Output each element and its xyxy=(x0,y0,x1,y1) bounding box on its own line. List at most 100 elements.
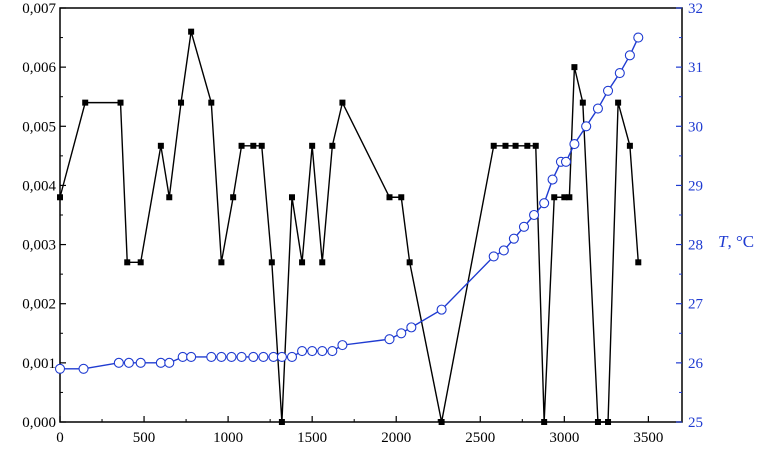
data-point xyxy=(551,194,558,201)
data-point xyxy=(238,142,245,149)
data-point xyxy=(186,351,197,362)
bottom-tick-label: 1000 xyxy=(213,430,243,446)
data-point xyxy=(82,99,89,106)
data-point xyxy=(566,194,573,201)
data-point xyxy=(317,345,328,357)
data-point xyxy=(488,251,499,262)
data-point xyxy=(276,351,287,362)
data-point xyxy=(218,259,225,266)
data-point xyxy=(57,194,63,201)
data-point xyxy=(539,198,550,209)
data-point xyxy=(436,304,447,315)
left-tick-label: 0,007 xyxy=(22,1,56,17)
data-point xyxy=(258,351,269,362)
data-point xyxy=(216,351,227,362)
right-tick-label: 27 xyxy=(688,297,704,313)
data-point xyxy=(547,174,558,185)
data-point xyxy=(490,142,497,149)
data-point xyxy=(208,99,215,106)
series-line xyxy=(60,37,639,370)
data-point xyxy=(250,142,257,149)
data-point xyxy=(268,351,279,362)
data-point xyxy=(524,142,531,149)
data-point xyxy=(605,419,612,425)
data-point xyxy=(123,357,134,368)
right-axis-title-unit: , °C xyxy=(727,232,754,251)
data-point xyxy=(529,209,540,221)
data-point xyxy=(288,194,295,201)
right-tick-label: 28 xyxy=(688,238,703,254)
data-point xyxy=(155,357,166,368)
data-point xyxy=(178,99,185,106)
data-point xyxy=(592,103,603,114)
data-point xyxy=(188,28,195,35)
data-point xyxy=(512,142,519,149)
bottom-tick-label: 3000 xyxy=(549,430,579,446)
data-point xyxy=(398,194,405,201)
data-point xyxy=(337,340,348,351)
data-point xyxy=(614,68,625,79)
right-tick-label: 26 xyxy=(688,356,704,372)
right-axis-tick-labels: 25 26 27 28 29 30 31 32 xyxy=(688,1,704,431)
data-point xyxy=(386,194,393,201)
data-point xyxy=(406,259,413,266)
data-point xyxy=(278,419,285,425)
data-point xyxy=(135,357,146,368)
data-point xyxy=(532,142,539,149)
data-point xyxy=(438,419,445,425)
data-point xyxy=(339,99,346,106)
data-point xyxy=(54,363,66,374)
right-axis-title-symbol: T xyxy=(718,232,729,251)
bottom-tick-label: 3500 xyxy=(633,430,663,446)
data-point xyxy=(633,32,644,43)
data-point xyxy=(624,50,635,61)
data-point xyxy=(164,357,175,368)
right-tick-label: 31 xyxy=(688,60,703,76)
data-point xyxy=(518,221,530,232)
data-point xyxy=(384,334,395,345)
data-point xyxy=(117,99,124,106)
data-point xyxy=(226,351,237,362)
data-point xyxy=(560,156,572,167)
data-point xyxy=(286,351,298,362)
left-tick-label: 0,002 xyxy=(22,297,56,313)
data-point xyxy=(124,259,131,266)
data-point xyxy=(571,64,578,71)
data-point xyxy=(157,142,164,149)
data-point xyxy=(594,419,601,425)
data-point xyxy=(258,142,265,149)
right-axis-title: T, °C xyxy=(718,232,754,251)
left-tick-label: 0,005 xyxy=(22,119,56,135)
data-point xyxy=(498,245,509,256)
left-tick-label: 0,004 xyxy=(22,178,56,194)
data-point xyxy=(309,142,316,149)
data-point xyxy=(406,322,417,333)
right-tick-label: 25 xyxy=(688,415,703,431)
data-point xyxy=(299,259,306,266)
data-point xyxy=(329,142,336,149)
data-point xyxy=(635,259,642,266)
left-tick-label: 0,001 xyxy=(22,356,56,372)
left-tick-label: 0,003 xyxy=(22,238,56,254)
data-point xyxy=(541,419,548,425)
right-tick-label: 30 xyxy=(688,119,703,135)
data-point xyxy=(297,345,308,357)
data-point xyxy=(502,142,509,149)
bottom-tick-label: 500 xyxy=(133,430,156,446)
data-point xyxy=(137,259,144,266)
series-layer xyxy=(54,28,644,425)
right-tick-label: 29 xyxy=(688,178,703,194)
bottom-tick-label: 2000 xyxy=(381,430,411,446)
data-point xyxy=(602,85,614,96)
bottom-tick-label: 1500 xyxy=(297,430,327,446)
data-point xyxy=(113,357,124,368)
data-point xyxy=(177,351,188,362)
data-point xyxy=(615,99,622,106)
left-tick-label: 0,006 xyxy=(22,60,56,76)
axis-ticks xyxy=(59,7,682,423)
bottom-axis-tick-labels: 0 500 1000 1500 2000 2500 3000 3500 xyxy=(56,430,663,446)
data-point xyxy=(561,194,568,201)
right-tick-label: 32 xyxy=(688,1,703,17)
data-point xyxy=(236,351,247,362)
data-point xyxy=(319,259,326,266)
